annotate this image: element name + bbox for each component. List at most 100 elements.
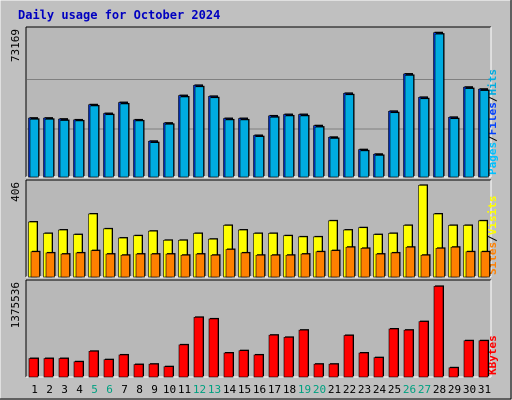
bar-kbytes-face [103,359,114,378]
bar-sites [240,251,251,278]
x-tick-label: 1 [31,383,38,396]
bar-files-face [119,103,129,178]
bar-kbytes-face [343,335,354,378]
bar-files-face [479,90,489,178]
bar-sites-face [285,254,295,278]
bar-files-face [254,136,264,178]
bar-files-face [374,155,384,178]
bar-files [419,97,430,178]
x-tick-label: 28 [433,383,446,396]
bar-sites [105,253,116,278]
bar-sites-face [300,253,310,278]
bar-files-face [74,120,84,178]
bar-kbytes [58,357,69,378]
bar-kbytes [313,363,324,378]
bar-sites-face [240,252,250,278]
x-tick-label: 13 [208,383,221,396]
bar-kbytes-face [133,364,144,378]
bar-kbytes [73,360,84,378]
bar-sites [375,253,386,278]
bar-files [464,87,475,178]
bar-sites-face [120,254,130,278]
bar-sites-face [435,248,445,278]
bar-files [329,137,340,178]
x-tick-label: 26 [403,383,416,396]
series-label-part: / [486,135,499,142]
bar-sites [165,253,176,278]
x-tick-label: 15 [238,383,251,396]
bar-files-face [389,112,399,178]
bar-kbytes [298,329,309,378]
bar-sites [360,247,371,278]
bar-files [44,118,55,178]
bar-sites-face [30,251,40,278]
bar-sites [90,249,101,278]
bar-kbytes-face [148,363,159,378]
bar-files [29,118,40,178]
bar-sites-face [420,254,430,278]
bar-files [434,33,445,178]
bar-kbytes [448,366,459,378]
x-tick-label: 18 [283,383,296,396]
bar-sites [405,246,416,278]
bar-sites-face [180,254,190,278]
bar-kbytes-face [448,367,459,378]
bar-kbytes [433,285,444,378]
x-tick-label: 5 [91,383,98,396]
bar-kbytes-face [163,366,174,378]
x-tick-label: 10 [163,383,176,396]
bar-kbytes-face [283,337,294,378]
bar-kbytes [373,356,384,378]
bar-files-face [314,126,324,178]
bar-sites-face [255,254,265,278]
bar-files-face [419,98,429,178]
x-tick-label: 19 [298,383,311,396]
bar-kbytes-face [208,318,219,378]
bar-kbytes [208,317,219,378]
bar-sites [465,250,476,278]
bar-sites [195,253,206,278]
bar-sites [480,250,491,278]
bar-kbytes [178,343,189,378]
bar-kbytes-face [178,344,189,378]
bar-sites-face [195,253,205,278]
bar-sites [255,254,266,278]
bar-kbytes-face [403,329,414,378]
bar-sites-face [135,253,145,278]
x-tick-label: 6 [106,383,113,396]
bar-files [74,119,85,178]
x-axis-labels: 1 2 3 4 5 6 7 8 9 10 11 12 13 14 15 16 17 18 19 20 21 22 23 24 2… [31,383,491,396]
bar-files [134,119,145,178]
bar-files-face [44,119,54,178]
bar-sites-face [360,248,370,278]
bar-sites-face [480,251,490,278]
bar-sites [285,254,296,278]
bar-sites-face [465,251,475,278]
bar-kbytes [133,363,144,378]
bar-kbytes [223,351,234,378]
bar-kbytes [463,339,474,378]
bar-files [179,95,190,178]
bar-kbytes [193,316,204,378]
bar-sites [315,250,326,278]
bar-sites [300,253,311,278]
bar-sites [435,247,446,278]
bar-sites-face [45,252,55,278]
bar-files [209,96,220,178]
x-tick-label: 29 [448,383,461,396]
bar-sites [450,246,461,278]
bar-kbytes-face [268,334,279,378]
panel-kbytes: 1375536 KBytes [9,279,499,378]
bar-kbytes-face [418,321,429,378]
bar-files-face [434,33,444,178]
bar-files-face [164,124,174,178]
bar-sites-face [390,252,400,278]
bar-files [59,119,70,178]
bar-kbytes-face [73,361,84,378]
bar-sites-face [450,246,460,278]
bar-sites [150,253,161,278]
bar-sites-face [165,253,175,278]
bar-kbytes [343,334,354,378]
bar-sites-face [345,246,355,278]
